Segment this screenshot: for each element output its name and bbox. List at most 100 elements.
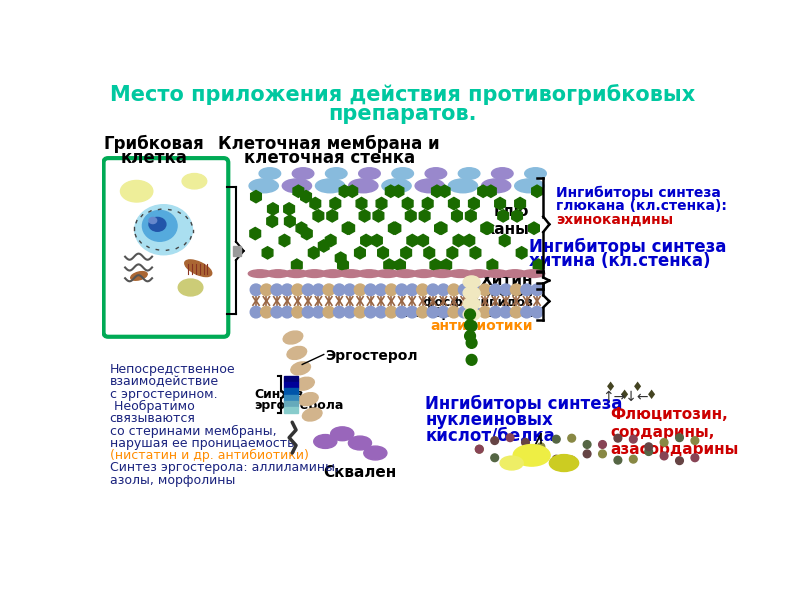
Ellipse shape <box>486 270 508 277</box>
Circle shape <box>645 443 653 450</box>
Ellipse shape <box>376 270 399 277</box>
Circle shape <box>465 331 475 341</box>
Ellipse shape <box>339 270 362 277</box>
Circle shape <box>479 284 490 295</box>
Ellipse shape <box>467 270 490 277</box>
Text: со стеринами мембраны,: со стеринами мембраны, <box>110 425 276 438</box>
Circle shape <box>568 434 575 442</box>
Ellipse shape <box>298 392 318 406</box>
Text: сордарины,: сордарины, <box>610 425 714 440</box>
Circle shape <box>630 435 637 443</box>
Circle shape <box>417 284 428 295</box>
Text: Грибковая: Грибковая <box>104 135 205 153</box>
Circle shape <box>386 306 397 318</box>
Circle shape <box>466 320 477 331</box>
Circle shape <box>490 306 501 318</box>
Circle shape <box>598 450 606 458</box>
Ellipse shape <box>121 180 153 202</box>
Ellipse shape <box>522 270 545 277</box>
Circle shape <box>475 445 483 453</box>
Text: препаратов.: препаратов. <box>328 104 477 124</box>
Ellipse shape <box>149 217 166 231</box>
Ellipse shape <box>248 270 271 277</box>
Circle shape <box>506 434 514 441</box>
Circle shape <box>691 437 698 444</box>
Text: Сквален: Сквален <box>323 465 397 480</box>
Ellipse shape <box>358 168 380 179</box>
Text: (нистатин и др. антибиотики): (нистатин и др. антибиотики) <box>110 449 309 462</box>
Ellipse shape <box>294 377 314 390</box>
Ellipse shape <box>500 456 523 470</box>
Circle shape <box>510 306 522 318</box>
Ellipse shape <box>430 270 454 277</box>
Ellipse shape <box>349 179 378 193</box>
Text: ♦: ♦ <box>646 389 658 402</box>
Text: Эргостерол: Эргостерол <box>326 349 418 363</box>
Circle shape <box>568 456 575 464</box>
Ellipse shape <box>392 168 414 179</box>
Circle shape <box>302 306 314 318</box>
Ellipse shape <box>525 168 546 179</box>
Ellipse shape <box>282 179 311 193</box>
Text: клетка: клетка <box>121 149 188 167</box>
Circle shape <box>583 450 591 458</box>
Circle shape <box>583 441 591 448</box>
Circle shape <box>537 443 545 450</box>
Circle shape <box>375 306 386 318</box>
Circle shape <box>469 284 480 295</box>
Circle shape <box>465 320 475 331</box>
Circle shape <box>522 438 530 446</box>
Text: Непосредственное: Непосредственное <box>110 363 235 376</box>
Circle shape <box>365 284 376 295</box>
Circle shape <box>271 306 282 318</box>
Circle shape <box>553 455 560 463</box>
Text: эхинокандины: эхинокандины <box>556 213 674 227</box>
Text: нуклеиновых: нуклеиновых <box>426 411 553 429</box>
Text: Синтез эргостерола: аллиламины,: Синтез эргостерола: аллиламины, <box>110 461 338 474</box>
Circle shape <box>522 452 530 460</box>
Ellipse shape <box>249 179 278 193</box>
Text: Необратимо: Необратимо <box>110 400 194 413</box>
Text: кислот/белка: кислот/белка <box>426 426 555 444</box>
Circle shape <box>479 306 490 318</box>
Bar <box>285 401 298 407</box>
Ellipse shape <box>182 174 206 189</box>
Circle shape <box>466 355 477 365</box>
Text: Ингибиторы синтеза: Ингибиторы синтеза <box>556 186 721 200</box>
Ellipse shape <box>185 260 212 277</box>
Ellipse shape <box>514 179 544 193</box>
Text: фосфолипидов: фосфолипидов <box>422 297 534 309</box>
Text: нарушая ее проницаемость: нарушая ее проницаемость <box>110 437 294 450</box>
Circle shape <box>313 306 324 318</box>
Bar <box>285 388 298 395</box>
Circle shape <box>323 306 334 318</box>
Text: ↑→↓←: ↑→↓← <box>602 391 649 404</box>
Ellipse shape <box>412 270 435 277</box>
Text: антибиотики: антибиотики <box>430 319 534 333</box>
Ellipse shape <box>303 270 326 277</box>
Circle shape <box>465 309 475 320</box>
Circle shape <box>261 306 272 318</box>
Circle shape <box>614 456 622 464</box>
Circle shape <box>282 306 293 318</box>
Circle shape <box>521 284 533 295</box>
Circle shape <box>354 284 366 295</box>
Text: эргостерола: эргостерола <box>254 399 344 412</box>
Ellipse shape <box>482 179 510 193</box>
Circle shape <box>344 306 355 318</box>
Circle shape <box>458 284 470 295</box>
Circle shape <box>645 447 653 455</box>
Circle shape <box>660 452 668 460</box>
Circle shape <box>676 457 683 464</box>
Circle shape <box>302 284 314 295</box>
Ellipse shape <box>349 436 371 450</box>
Ellipse shape <box>425 168 446 179</box>
Circle shape <box>469 306 480 318</box>
Ellipse shape <box>382 179 411 193</box>
FancyBboxPatch shape <box>103 158 228 337</box>
Ellipse shape <box>330 427 354 441</box>
Ellipse shape <box>259 168 281 179</box>
Circle shape <box>491 437 498 444</box>
Ellipse shape <box>292 168 314 179</box>
Text: с эргостерином.: с эргостерином. <box>110 388 218 401</box>
